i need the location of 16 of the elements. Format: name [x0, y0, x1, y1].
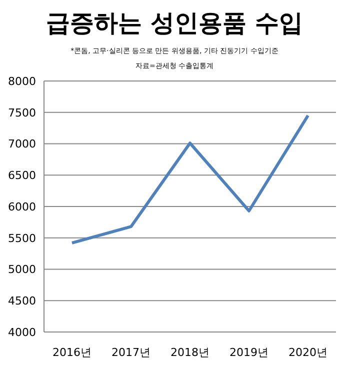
y-tick-label: 4500 [8, 294, 36, 308]
x-tick-label: 2019년 [230, 346, 268, 359]
y-tick-label: 7000 [8, 138, 36, 151]
y-tick-label: 4000 [8, 326, 36, 339]
y-tick-label: 5000 [8, 263, 36, 276]
y-tick-label: 5500 [8, 232, 36, 245]
x-tick-label: 2018년 [170, 346, 210, 359]
y-tick-label: 6500 [8, 169, 36, 182]
x-tick-label: 2016년 [52, 346, 92, 359]
x-tick-label: 2017년 [112, 346, 150, 359]
line-series [70, 114, 310, 244]
y-tick-label: 6000 [8, 200, 36, 214]
y-tick-label: 7500 [8, 106, 36, 120]
chart-title: 급증하는 성인용품 수입 [45, 8, 304, 38]
x-tick-label: 2020년 [288, 346, 328, 359]
y-tick-label: 8000 [8, 74, 36, 88]
